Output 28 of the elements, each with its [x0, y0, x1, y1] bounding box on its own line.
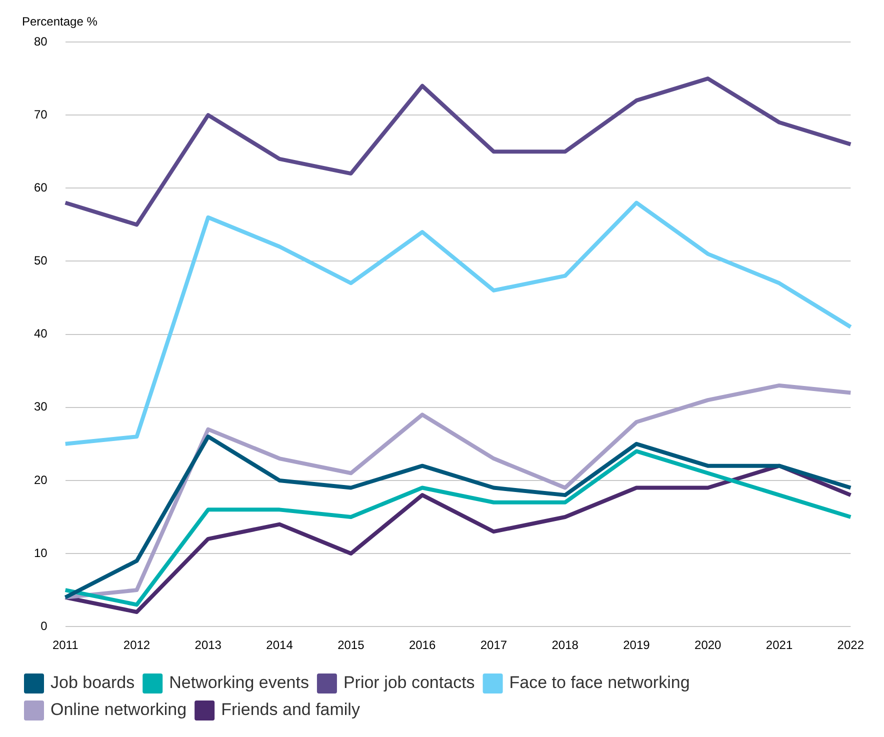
x-tick-label: 2013 [194, 638, 222, 652]
y-tick-label: 70 [34, 107, 48, 122]
y-tick-label: 20 [34, 472, 48, 487]
legend-label: Online networking [50, 700, 187, 720]
x-tick-label: 2014 [266, 638, 294, 652]
y-axis-title: Percentage % [22, 14, 98, 28]
x-tick-label: 2011 [52, 638, 79, 652]
legend-label: Prior job contacts [343, 673, 475, 692]
y-tick-label: 30 [34, 400, 48, 414]
x-tick-label: 2021 [766, 638, 793, 652]
x-tick-label: 2017 [480, 638, 508, 652]
y-tick-label: 0 [40, 618, 48, 633]
x-tick-label: 2020 [694, 638, 722, 652]
x-tick-label: 2012 [123, 638, 150, 652]
legend-label: Networking events [169, 673, 309, 692]
legend-label: Friends and family [221, 700, 360, 720]
x-tick-label: 2015 [338, 638, 365, 652]
x-tick-label: 2022 [837, 638, 864, 652]
x-tick-label: 2018 [552, 638, 579, 652]
y-tick-label: 50 [34, 254, 48, 268]
y-tick-label: 10 [34, 546, 48, 560]
legend-label: Job boards [50, 673, 135, 692]
y-tick-label: 60 [34, 180, 48, 194]
legend-label: Face to face networking [509, 673, 690, 692]
x-tick-label: 2016 [408, 638, 436, 652]
y-tick-label: 80 [34, 34, 48, 48]
x-tick-label: 2019 [623, 638, 650, 652]
y-tick-label: 40 [34, 326, 48, 341]
